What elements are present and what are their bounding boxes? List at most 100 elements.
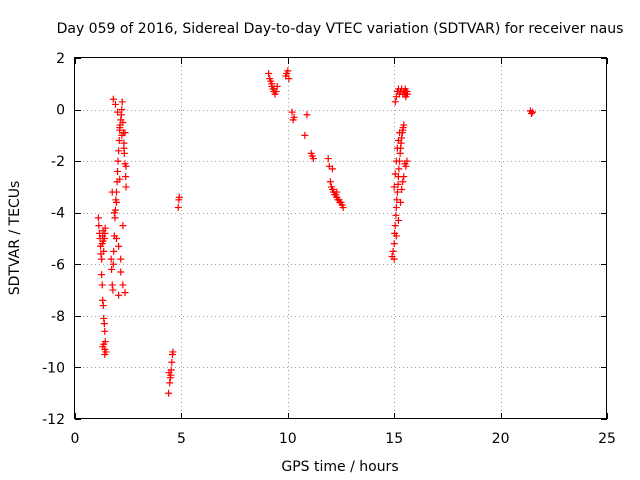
x-tick-label: 5 [177,431,186,447]
data-point-marker [284,67,292,75]
data-point-marker [120,144,128,152]
data-point-marker [122,183,130,191]
x-tick-label: 10 [279,431,297,447]
data-point-marker [390,240,398,248]
data-point-marker [98,281,106,289]
data-point-marker [290,113,298,121]
data-point-marker [116,124,124,132]
data-point-marker [115,137,123,145]
x-axis-label: GPS time / hours [281,459,398,475]
data-point-marker [309,155,317,163]
data-point-marker [114,157,122,165]
data-point-marker [392,211,400,219]
data-point-marker [112,198,120,206]
data-point-marker [303,111,311,119]
data-point-marker [324,155,332,163]
data-point-marker [391,170,399,178]
data-point-marker [165,369,173,377]
y-tick-label: -10 [42,360,65,376]
data-point-marker [110,247,118,255]
data-point-marker [392,232,400,240]
x-tick-label: 25 [598,431,616,447]
data-point-marker [99,302,107,310]
data-point-marker [527,109,535,117]
data-point-marker [108,265,116,273]
y-tick-label: 0 [56,103,65,119]
data-point-marker [115,147,123,155]
data-point-marker [390,183,398,191]
data-point-marker [118,98,126,106]
data-point-marker [119,222,127,230]
data-point-marker [117,255,125,263]
data-points [94,67,537,397]
data-point-marker [396,129,404,137]
data-point-marker [389,247,397,255]
data-point-marker [100,314,108,322]
data-point-marker [166,379,174,387]
data-point-marker [393,144,401,152]
data-point-marker [122,162,130,170]
chart-title: Day 059 of 2016, Sidereal Day-to-day VTE… [57,21,624,37]
data-point-marker [402,93,410,101]
data-point-marker [101,224,109,232]
data-point-marker [392,204,400,212]
data-point-marker [397,198,405,206]
data-point-marker [108,281,116,289]
data-point-marker [98,271,106,279]
data-point-marker [94,214,102,222]
data-point-marker [339,204,347,212]
data-point-marker [101,345,109,353]
data-point-marker [285,75,293,83]
axis-ticks [75,58,608,420]
data-point-marker [394,216,402,224]
data-point-marker [99,296,107,304]
data-point-marker [95,222,103,230]
x-tick-label: 20 [492,431,510,447]
x-tick-label: 15 [385,431,403,447]
data-point-marker [119,281,127,289]
data-point-marker [109,260,117,268]
data-point-marker [393,196,401,204]
data-point-marker [100,247,108,255]
data-point-marker [109,286,117,294]
axis-tick-labels: 0 5 10 15 20 25 -12 -10 -8 -6 -4 -2 0 2 [42,51,616,447]
y-tick-label: 2 [56,51,65,67]
data-point-marker [100,340,108,348]
data-point-marker [400,173,408,181]
data-point-marker [121,289,129,297]
data-point-marker [114,108,122,116]
x-tick-label: 0 [71,431,80,447]
y-tick-label: -8 [51,309,65,325]
data-point-marker [402,162,410,170]
y-tick-label: -2 [51,154,65,170]
data-point-marker [101,327,109,335]
data-point-marker [111,100,119,108]
y-axis-label: SDTVAR / TECUs [7,181,23,296]
data-point-marker [391,222,399,230]
data-point-marker [169,348,177,356]
data-point-marker [399,178,407,186]
data-point-marker [111,214,119,222]
data-point-marker [175,193,183,201]
data-point-marker [392,157,400,165]
data-point-marker [333,188,341,196]
y-tick-label: -6 [51,257,65,273]
data-point-marker [268,80,276,88]
data-point-marker [108,188,116,196]
data-point-marker [168,358,176,366]
data-point-marker [118,106,126,114]
data-point-marker [398,186,406,194]
data-point-marker [529,108,537,116]
data-point-marker [288,108,296,116]
data-point-marker [107,255,115,263]
data-point-marker [265,69,273,77]
data-point-marker [112,235,120,242]
data-point-marker [393,188,401,196]
data-point-marker [394,137,402,145]
data-point-marker [390,255,398,263]
data-point-marker [301,131,309,139]
data-point-marker [400,121,408,129]
data-point-marker [109,95,117,103]
